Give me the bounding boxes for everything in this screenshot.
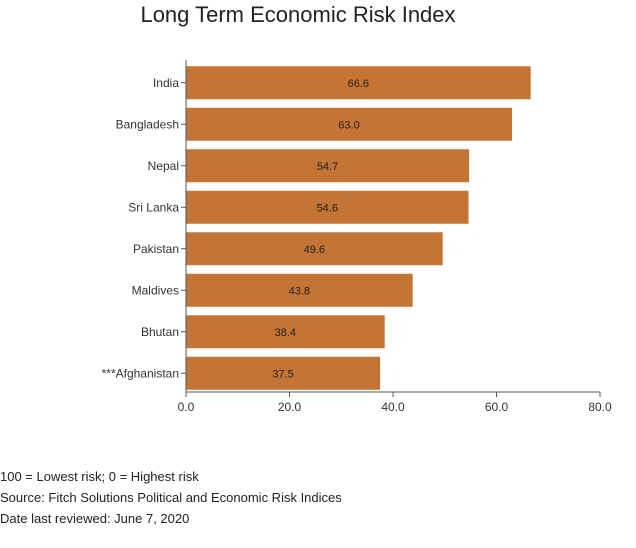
- chart-title: Long Term Economic Risk Index: [140, 2, 456, 27]
- scale-note: 100 = Lowest risk; 0 = Highest risk: [0, 469, 199, 484]
- data-label-pakistan: 49.6: [304, 244, 325, 256]
- category-label-pakistan: Pakistan: [133, 242, 179, 256]
- bar-bangladesh: [186, 107, 513, 141]
- date-note: Date last reviewed: June 7, 2020: [0, 511, 190, 526]
- data-label-maldives: 43.8: [289, 285, 310, 297]
- x-tick-label-3: 60.0: [485, 400, 509, 414]
- x-tick-label-0: 0.0: [178, 400, 195, 414]
- chart-notes: 100 = Lowest risk; 0 = Highest risk Sour…: [0, 466, 342, 529]
- bar-chart: 66.6 India 63.0 Bangladesh 54.7 Nepal 54.6 Sri …: [102, 60, 612, 414]
- bar-india: [186, 66, 531, 100]
- data-label-sri-lanka: 54.6: [317, 202, 338, 214]
- data-label-india: 66.6: [348, 78, 369, 90]
- source-note: Source: Fitch Solutions Political and Ec…: [0, 490, 342, 505]
- category-label-bhutan: Bhutan: [141, 325, 179, 339]
- x-tick-label-4: 80.0: [588, 400, 612, 414]
- bar-nepal: [186, 149, 470, 183]
- bar-pakistan: [186, 232, 443, 266]
- bar-bhutan: [186, 315, 385, 349]
- data-label-nepal: 54.7: [317, 161, 338, 173]
- category-label-sri-lanka: Sri Lanka: [128, 200, 179, 214]
- x-tick-label-1: 20.0: [278, 400, 302, 414]
- category-label-afghanistan: ***Afghanistan: [102, 366, 179, 380]
- bar-afghanistan: [186, 356, 381, 390]
- category-label-nepal: Nepal: [148, 159, 179, 173]
- data-label-bangladesh: 63.0: [338, 119, 359, 131]
- category-label-maldives: Maldives: [132, 283, 179, 297]
- bar-sri-lanka: [186, 190, 469, 224]
- data-label-afghanistan: 37.5: [272, 368, 293, 380]
- bar-maldives: [186, 273, 413, 307]
- x-tick-label-2: 40.0: [381, 400, 405, 414]
- category-label-bangladesh: Bangladesh: [116, 117, 179, 131]
- data-label-bhutan: 38.4: [275, 327, 296, 339]
- category-label-india: India: [153, 76, 179, 90]
